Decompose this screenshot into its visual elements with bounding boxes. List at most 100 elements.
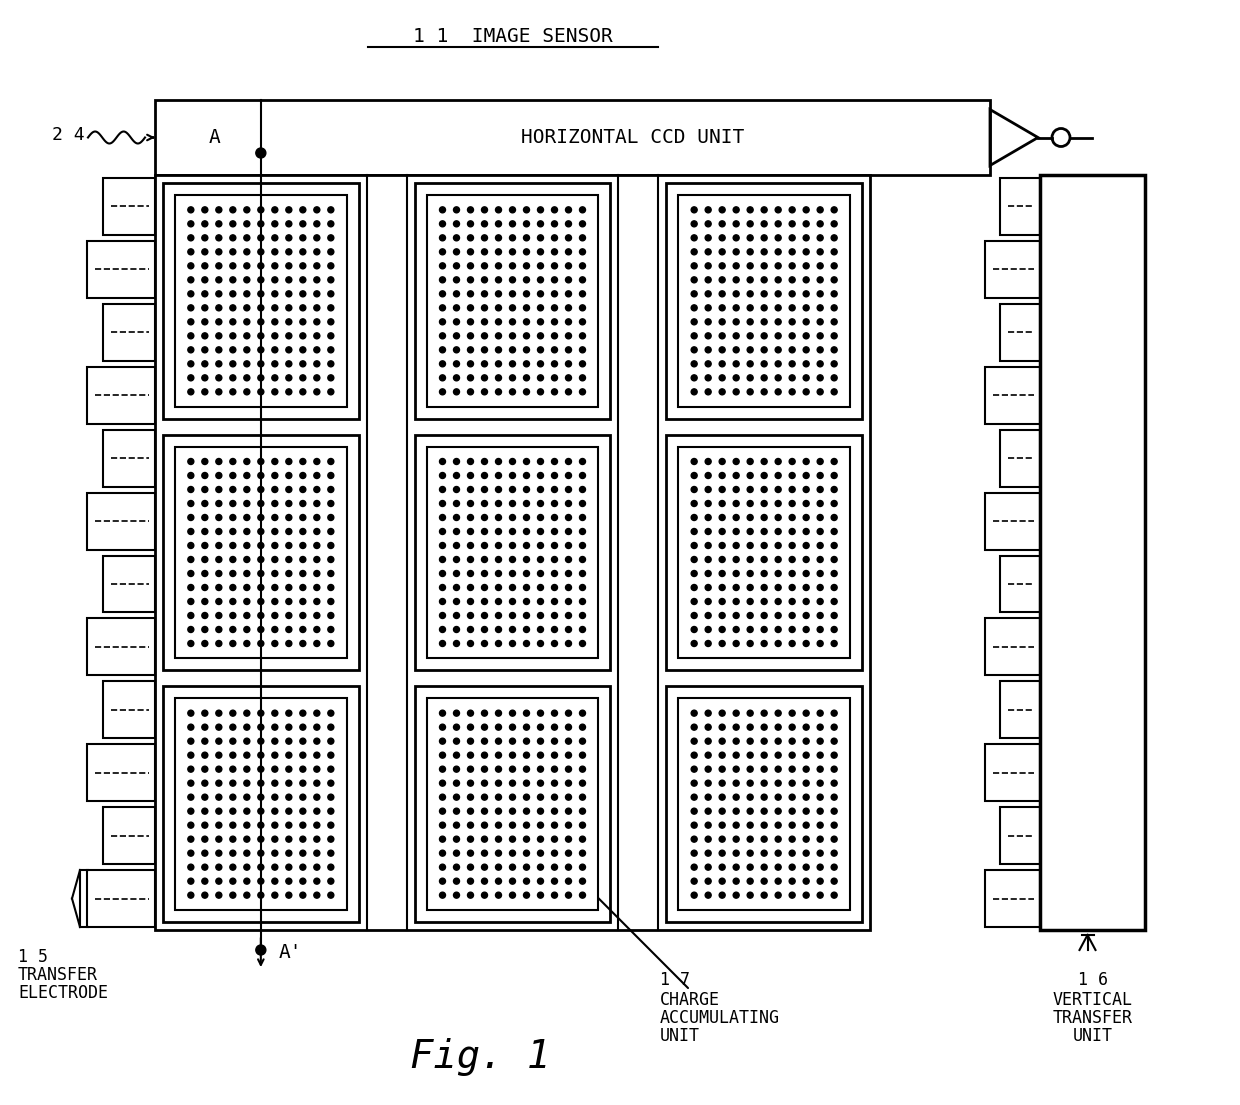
Bar bbox=[414, 183, 610, 419]
Circle shape bbox=[272, 235, 278, 241]
Circle shape bbox=[314, 235, 320, 241]
Circle shape bbox=[552, 808, 558, 814]
Circle shape bbox=[817, 375, 823, 381]
Circle shape bbox=[565, 892, 572, 898]
Circle shape bbox=[314, 389, 320, 394]
Circle shape bbox=[523, 864, 529, 870]
Circle shape bbox=[272, 501, 278, 506]
Circle shape bbox=[229, 543, 236, 548]
Circle shape bbox=[831, 557, 837, 562]
Circle shape bbox=[286, 794, 291, 800]
Circle shape bbox=[258, 347, 264, 352]
Circle shape bbox=[244, 249, 249, 255]
Circle shape bbox=[733, 389, 739, 394]
Circle shape bbox=[258, 612, 264, 619]
Circle shape bbox=[579, 361, 585, 367]
Circle shape bbox=[272, 753, 278, 758]
Circle shape bbox=[229, 711, 236, 716]
Text: 2 4: 2 4 bbox=[52, 126, 84, 145]
Circle shape bbox=[229, 766, 236, 772]
Circle shape bbox=[537, 361, 543, 367]
Circle shape bbox=[579, 459, 585, 464]
Circle shape bbox=[761, 459, 768, 464]
Circle shape bbox=[537, 473, 543, 478]
Circle shape bbox=[216, 277, 222, 283]
Circle shape bbox=[216, 641, 222, 646]
Circle shape bbox=[537, 738, 543, 744]
Circle shape bbox=[804, 389, 810, 394]
Circle shape bbox=[272, 724, 278, 730]
Circle shape bbox=[733, 627, 739, 632]
Circle shape bbox=[565, 305, 572, 311]
Circle shape bbox=[244, 389, 249, 394]
Circle shape bbox=[244, 585, 249, 590]
Circle shape bbox=[775, 375, 781, 381]
Circle shape bbox=[831, 375, 837, 381]
Circle shape bbox=[706, 207, 712, 213]
Circle shape bbox=[300, 347, 306, 352]
Circle shape bbox=[327, 850, 334, 856]
Circle shape bbox=[229, 319, 236, 325]
Circle shape bbox=[748, 599, 753, 604]
Bar bbox=[1040, 175, 1145, 930]
Circle shape bbox=[187, 277, 193, 283]
Circle shape bbox=[817, 207, 823, 213]
Circle shape bbox=[229, 836, 236, 842]
Circle shape bbox=[496, 794, 501, 800]
Circle shape bbox=[523, 319, 529, 325]
Circle shape bbox=[706, 375, 712, 381]
Circle shape bbox=[244, 528, 249, 535]
Circle shape bbox=[216, 766, 222, 772]
Circle shape bbox=[733, 486, 739, 493]
Circle shape bbox=[733, 892, 739, 898]
Circle shape bbox=[565, 711, 572, 716]
Circle shape bbox=[496, 515, 501, 520]
Circle shape bbox=[831, 291, 837, 297]
Circle shape bbox=[691, 473, 697, 478]
Circle shape bbox=[481, 347, 487, 352]
Circle shape bbox=[552, 641, 558, 646]
Circle shape bbox=[761, 305, 768, 311]
Circle shape bbox=[272, 361, 278, 367]
Circle shape bbox=[272, 627, 278, 632]
Circle shape bbox=[229, 641, 236, 646]
Circle shape bbox=[537, 291, 543, 297]
Circle shape bbox=[216, 319, 222, 325]
Circle shape bbox=[733, 277, 739, 283]
Circle shape bbox=[467, 557, 474, 562]
Circle shape bbox=[327, 459, 334, 464]
Circle shape bbox=[565, 641, 572, 646]
Circle shape bbox=[804, 612, 810, 619]
Circle shape bbox=[439, 766, 445, 772]
Circle shape bbox=[496, 221, 501, 227]
Circle shape bbox=[454, 375, 460, 381]
Circle shape bbox=[579, 836, 585, 842]
Circle shape bbox=[748, 221, 753, 227]
Circle shape bbox=[510, 724, 516, 730]
Circle shape bbox=[523, 557, 529, 562]
Circle shape bbox=[523, 850, 529, 856]
Circle shape bbox=[748, 486, 753, 493]
Circle shape bbox=[467, 822, 474, 828]
Circle shape bbox=[244, 850, 249, 856]
Circle shape bbox=[314, 836, 320, 842]
Circle shape bbox=[216, 794, 222, 800]
Circle shape bbox=[523, 738, 529, 744]
Circle shape bbox=[831, 570, 837, 577]
Circle shape bbox=[719, 486, 725, 493]
Circle shape bbox=[817, 235, 823, 241]
Circle shape bbox=[454, 753, 460, 758]
Circle shape bbox=[300, 822, 306, 828]
Circle shape bbox=[467, 486, 474, 493]
Circle shape bbox=[523, 641, 529, 646]
Circle shape bbox=[565, 850, 572, 856]
Circle shape bbox=[327, 599, 334, 604]
Circle shape bbox=[789, 235, 795, 241]
Circle shape bbox=[496, 486, 501, 493]
Circle shape bbox=[286, 277, 291, 283]
Circle shape bbox=[719, 738, 725, 744]
Circle shape bbox=[300, 486, 306, 493]
Circle shape bbox=[496, 459, 501, 464]
Circle shape bbox=[537, 753, 543, 758]
Circle shape bbox=[300, 585, 306, 590]
